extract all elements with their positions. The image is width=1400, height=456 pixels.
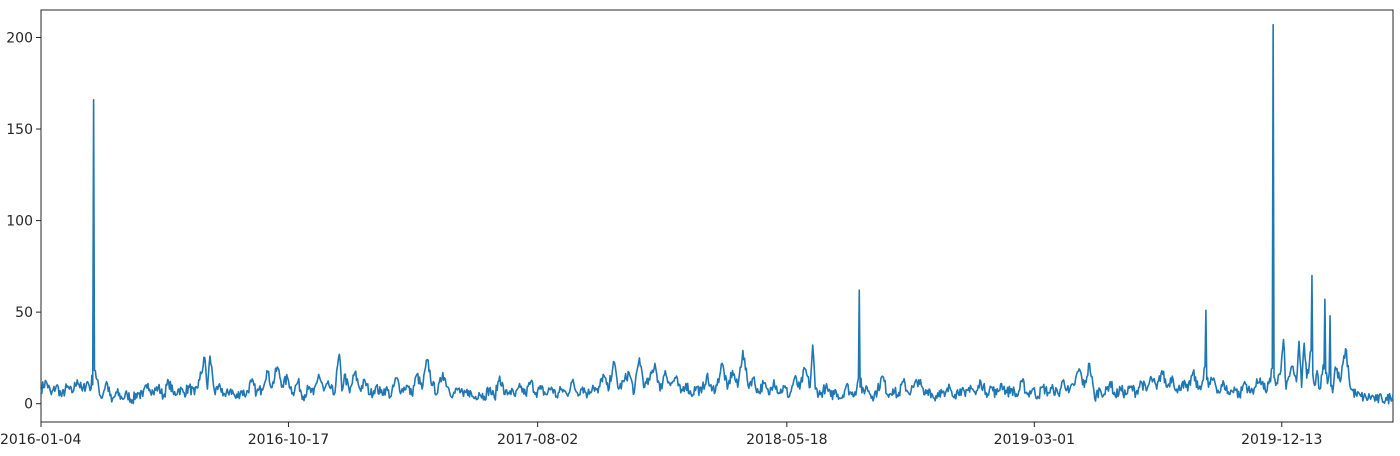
plot-area <box>40 9 1394 423</box>
x-tick-label: 2019-12-13 <box>1241 432 1322 448</box>
x-tick-label: 2016-01-04 <box>0 432 81 448</box>
y-tick-label: 200 <box>6 30 33 46</box>
y-tick-label: 150 <box>6 122 33 138</box>
y-tick-label: 0 <box>24 397 33 413</box>
x-tick-label: 2019-03-01 <box>994 432 1075 448</box>
y-tick-label: 50 <box>15 305 33 321</box>
x-tick-label: 2017-08-02 <box>497 432 578 448</box>
y-tick-label: 100 <box>6 214 33 230</box>
series-line <box>40 23 1394 405</box>
series-layer <box>40 23 1394 405</box>
x-tick-label: 2016-10-17 <box>248 432 329 448</box>
plot-frame <box>40 9 1394 423</box>
x-axis: 2016-01-04 2016-10-17 2017-08-02 2018-05-18… <box>0 422 1322 448</box>
x-tick-label: 2018-05-18 <box>746 432 827 448</box>
y-axis: 0 50 100 150 200 <box>6 30 41 413</box>
